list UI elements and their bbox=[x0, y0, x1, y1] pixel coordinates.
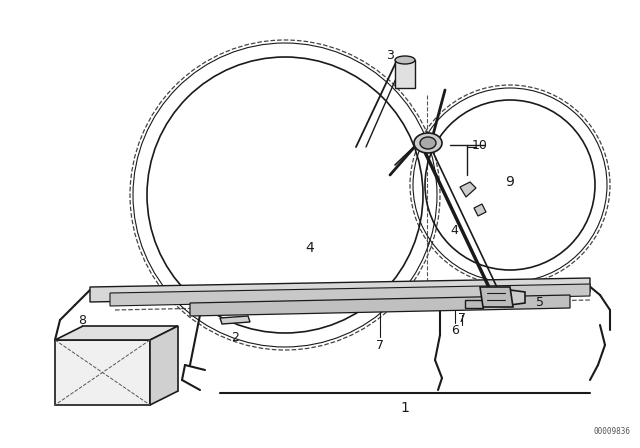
Ellipse shape bbox=[414, 133, 442, 153]
Polygon shape bbox=[480, 287, 513, 307]
Text: 7: 7 bbox=[458, 311, 466, 324]
Polygon shape bbox=[460, 182, 476, 197]
Text: 2: 2 bbox=[231, 331, 239, 344]
Polygon shape bbox=[55, 326, 178, 340]
Polygon shape bbox=[55, 340, 150, 405]
Polygon shape bbox=[110, 284, 590, 306]
Bar bbox=[465, 300, 483, 308]
Text: 9: 9 bbox=[506, 175, 515, 189]
Text: 4: 4 bbox=[306, 241, 314, 255]
Bar bbox=[395, 60, 415, 88]
Text: 5: 5 bbox=[536, 296, 544, 309]
Text: 00009836: 00009836 bbox=[593, 427, 630, 436]
Polygon shape bbox=[90, 278, 590, 302]
Text: 8: 8 bbox=[78, 314, 86, 327]
Polygon shape bbox=[150, 326, 178, 405]
Polygon shape bbox=[510, 290, 525, 305]
Polygon shape bbox=[190, 295, 570, 316]
Text: 1: 1 bbox=[401, 401, 410, 415]
Text: 6: 6 bbox=[451, 323, 459, 336]
Ellipse shape bbox=[395, 56, 415, 64]
Polygon shape bbox=[220, 316, 250, 324]
Text: 7: 7 bbox=[376, 339, 384, 352]
Ellipse shape bbox=[420, 137, 436, 149]
Polygon shape bbox=[474, 204, 486, 216]
Text: 4: 4 bbox=[450, 224, 458, 237]
Text: 3: 3 bbox=[386, 48, 394, 61]
Text: 10: 10 bbox=[472, 138, 488, 151]
